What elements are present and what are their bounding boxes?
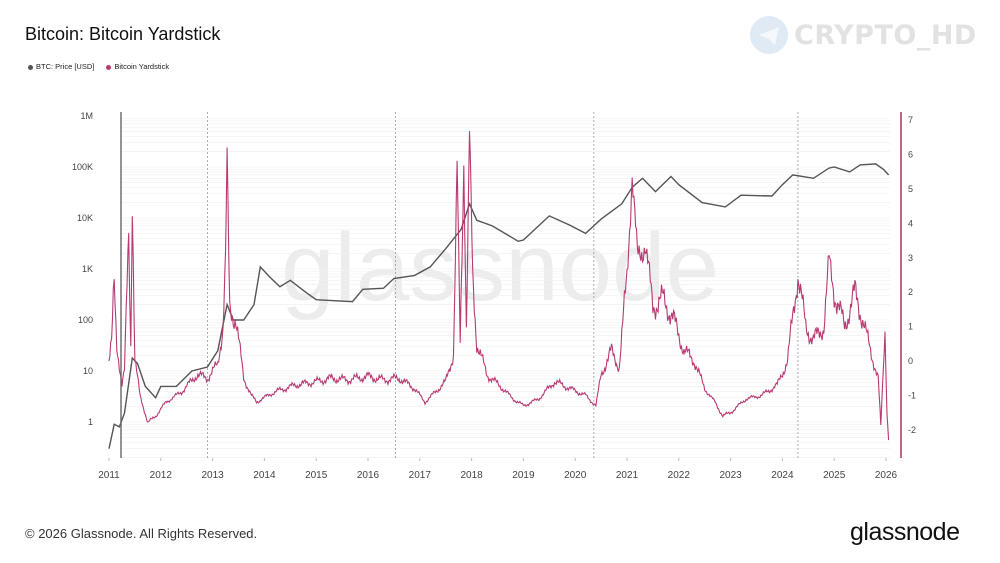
y-right-tick-label: 2 [908,287,913,297]
x-tick-label: 2023 [719,470,742,481]
x-tick-label: 2014 [253,470,276,481]
y-right-tick-label: -2 [908,425,916,435]
y-left-tick-label: 1K [82,264,93,274]
y-right-tick-label: 1 [908,322,913,332]
chart-title: Bitcoin: Bitcoin Yardstick [25,24,221,44]
legend: BTC: Price [USD] Bitcoin Yardstick [28,62,169,71]
x-tick-label: 2022 [668,470,691,481]
legend-dot-icon [106,64,112,70]
legend-item-yardstick[interactable]: Bitcoin Yardstick [106,62,169,71]
y-right-tick-label: 3 [908,253,913,263]
x-tick-label: 2011 [98,470,120,481]
x-tick-label: 2024 [771,470,794,481]
crypto-hd-watermark: CRYPTO_HD [750,16,977,54]
x-tick-label: 2020 [564,470,587,481]
legend-dot-icon [28,64,33,70]
series-line-price [108,163,890,449]
x-tick-label: 2025 [823,470,846,481]
y-left-tick-label: 10K [77,213,93,223]
glassnode-watermark: glassnode [281,214,719,321]
y-left-tick-label: 1M [80,111,93,121]
y-right-tick-label: 6 [908,150,913,160]
x-tick-label: 2016 [357,470,380,481]
y-left-tick-label: 100K [72,162,93,172]
y-left-tick-label: 10 [83,366,93,376]
legend-item-price[interactable]: BTC: Price [USD] [28,62,94,71]
series-line-yardstick [108,131,890,441]
y-right-tick-label: 7 [908,115,913,125]
watermark-text: CRYPTO_HD [794,19,977,51]
y-left-tick-label: 1 [88,417,93,427]
y-right-tick-label: -1 [908,390,916,400]
telegram-icon [750,16,788,54]
legend-label: BTC: Price [USD] [36,62,95,71]
y-left-tick-label: 100 [78,315,93,325]
x-tick-label: 2015 [305,470,328,481]
copyright: © 2026 Glassnode. All Rights Reserved. [25,526,258,541]
x-tick-label: 2017 [409,470,432,481]
x-tick-label: 2013 [201,470,224,481]
glassnode-logo: glassnode [850,518,960,546]
x-tick-label: 2018 [460,470,483,481]
y-right-tick-label: 4 [908,218,913,228]
x-tick-label: 2012 [150,470,173,481]
x-tick-label: 2026 [875,470,898,481]
x-tick-label: 2019 [512,470,535,481]
x-tick-label: 2021 [616,470,639,481]
y-right-tick-label: 5 [908,184,913,194]
legend-label: Bitcoin Yardstick [114,62,170,71]
y-right-tick-label: 0 [908,356,913,366]
